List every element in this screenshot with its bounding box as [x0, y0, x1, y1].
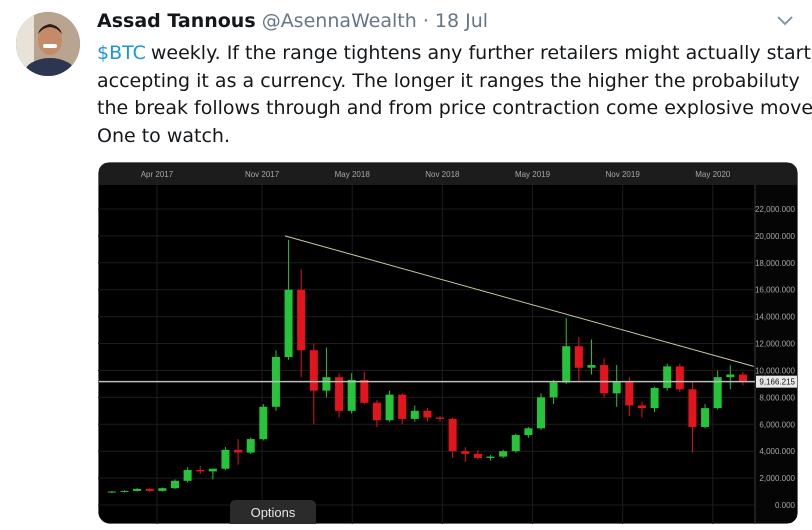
candle-body	[486, 456, 495, 458]
candle-body	[726, 374, 735, 378]
candle-body	[234, 449, 243, 453]
candle-body	[259, 406, 268, 440]
y-tick-label: 16,000.000	[755, 286, 796, 295]
options-tab[interactable]	[230, 500, 316, 524]
candle-body	[398, 394, 407, 419]
candle-body	[738, 374, 747, 382]
price-tag	[756, 375, 797, 388]
candle-body	[574, 346, 583, 368]
candle-body	[410, 410, 419, 419]
x-tick-label: Apr 2017	[141, 170, 174, 179]
candle-body	[701, 408, 710, 427]
candle-body	[170, 480, 179, 489]
candle-body	[524, 428, 533, 436]
candle-body	[536, 397, 545, 429]
tweet-header: Assad Tannous @AsennaWealth · 18 Jul	[97, 10, 488, 32]
menu-chevron[interactable]	[776, 14, 794, 28]
candle-body	[549, 382, 558, 398]
x-tick-label: May 2020	[695, 170, 731, 179]
candle-body	[360, 379, 369, 403]
candle-body	[423, 410, 432, 418]
x-tick-label: May 2018	[335, 170, 371, 179]
y-tick-label: 12,000.000	[755, 340, 796, 349]
y-tick-label: 8,000.000	[759, 393, 795, 402]
price-label: 9,166.215	[759, 378, 795, 387]
x-axis-bar	[99, 163, 797, 185]
candle-body	[322, 377, 331, 391]
candle-body	[625, 381, 634, 406]
y-tick-label: 22,000.000	[755, 205, 796, 214]
author-name[interactable]: Assad Tannous	[97, 10, 256, 32]
candle-body	[473, 453, 482, 458]
chart[interactable]: Apr 2017 Nov 2017 May 2018 Nov 2018 May 2019…	[98, 162, 798, 524]
candle-body	[347, 379, 356, 411]
candle-body	[650, 387, 659, 409]
tweet-text: $BTC weekly. If the range tightens any fu…	[97, 40, 812, 150]
y-tick-label: 0.000	[775, 501, 796, 510]
text-line: $BTC weekly. If the range tightens any fu…	[97, 40, 812, 68]
candle-body	[120, 490, 129, 492]
avatar-image	[16, 12, 80, 76]
y-tick-label: 6,000.000	[759, 420, 795, 429]
candle-body	[158, 488, 167, 491]
candle-body	[297, 289, 306, 351]
candle-body	[448, 418, 457, 452]
text: weekly. If the range tightens any furthe…	[150, 42, 811, 64]
candle-body	[145, 488, 154, 491]
y-tick-label: 20,000.000	[755, 232, 796, 241]
text-line: One to watch.	[97, 124, 230, 147]
candle-body	[335, 377, 344, 411]
chart-background	[98, 162, 798, 524]
candle-body	[675, 366, 684, 390]
text-line: the break follows through and from price…	[97, 97, 812, 119]
candle-body	[688, 389, 697, 427]
cashtag[interactable]: $BTC	[97, 42, 146, 64]
candle-body	[600, 365, 609, 394]
y-tick-label: 2,000.000	[759, 474, 795, 483]
candle-body	[309, 350, 318, 391]
candle-body	[284, 289, 293, 357]
y-axis-panel	[755, 185, 797, 523]
y-tick-label: 10,000.000	[755, 366, 796, 375]
tweet-date[interactable]: 18 Jul	[434, 10, 489, 32]
separator: ·	[422, 10, 429, 32]
candle-body	[637, 405, 646, 409]
avatar[interactable]	[16, 12, 80, 76]
candle-body	[499, 451, 508, 457]
candle-body	[663, 366, 672, 388]
candle-body	[133, 488, 142, 491]
x-tick-label: Nov 2017	[245, 170, 280, 179]
candle-body	[372, 402, 381, 421]
candle-body	[221, 449, 230, 469]
candle-body	[713, 377, 722, 409]
trendline	[284, 235, 754, 367]
y-tick-label: 4,000.000	[759, 447, 795, 456]
candle-body	[587, 365, 596, 368]
author-handle[interactable]: @AsennaWealth	[261, 10, 417, 32]
candle-body	[562, 346, 571, 383]
y-tick-label: 14,000.000	[755, 313, 796, 322]
candle-body	[246, 439, 255, 453]
options-label[interactable]: Options	[251, 505, 296, 520]
candle-body	[107, 491, 116, 493]
candle-body	[196, 470, 205, 472]
candle-body	[208, 468, 217, 472]
candle-body	[612, 381, 621, 394]
candle-body	[436, 417, 445, 419]
x-tick-label: Nov 2019	[606, 170, 641, 179]
x-tick-label: May 2019	[515, 170, 551, 179]
candle-body	[511, 435, 520, 452]
text-line: accepting it as a currency. The longer i…	[97, 69, 800, 92]
x-tick-label: Nov 2018	[425, 170, 460, 179]
candle-body	[385, 394, 394, 421]
candle-body	[461, 451, 470, 454]
y-tick-label: 18,000.000	[755, 259, 796, 268]
candle-body	[183, 470, 192, 481]
